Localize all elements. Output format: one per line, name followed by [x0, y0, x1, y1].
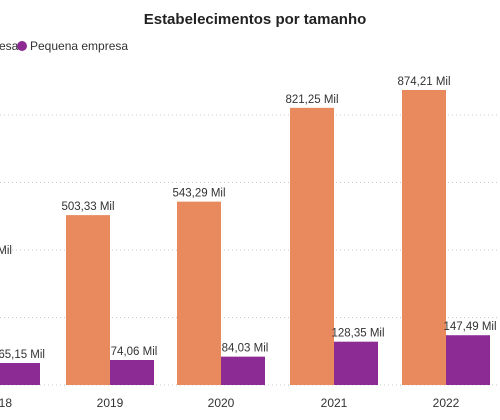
data-label: 65,15 Mil [0, 349, 45, 361]
data-label: 74,06 Mil [111, 346, 158, 358]
bar-pequena-2019 [110, 360, 154, 385]
data-label: 128,35 Mil [331, 328, 384, 340]
chart-title: Estabelecimentos por tamanho [144, 11, 367, 28]
data-label: 84,03 Mil [222, 343, 269, 355]
data-label: 874,21 Mil [397, 76, 450, 88]
legend: esa Pequena empresa [0, 39, 128, 53]
x-tick-label: 18 [0, 396, 12, 410]
data-label: 503,33 Mil [61, 201, 114, 213]
legend-label-pequena-empresa: Pequena empresa [30, 39, 128, 53]
data-label: 821,25 Mil [285, 94, 338, 106]
bar-micro-2021 [290, 107, 334, 385]
data-label: 543,29 Mil [172, 188, 225, 200]
x-tick-label: 2022 [433, 396, 460, 410]
bar-micro-2020 [177, 201, 221, 385]
bar-pequena-2018 [0, 363, 40, 385]
bar-pequena-2021 [334, 341, 378, 385]
legend-marker-pequena-empresa [17, 41, 27, 51]
x-tick-label: 2020 [208, 396, 235, 410]
data-label: Mil [0, 245, 12, 257]
bar-pequena-2022 [446, 335, 490, 385]
bar-micro-2019 [66, 215, 110, 385]
data-label: 147,49 Mil [443, 321, 496, 333]
x-tick-label: 2019 [97, 396, 124, 410]
legend-label-micro-empresa: esa [0, 39, 19, 53]
x-tick-label: 2021 [321, 396, 348, 410]
bar-pequena-2020 [221, 356, 265, 385]
bar-micro-2022 [402, 89, 446, 385]
